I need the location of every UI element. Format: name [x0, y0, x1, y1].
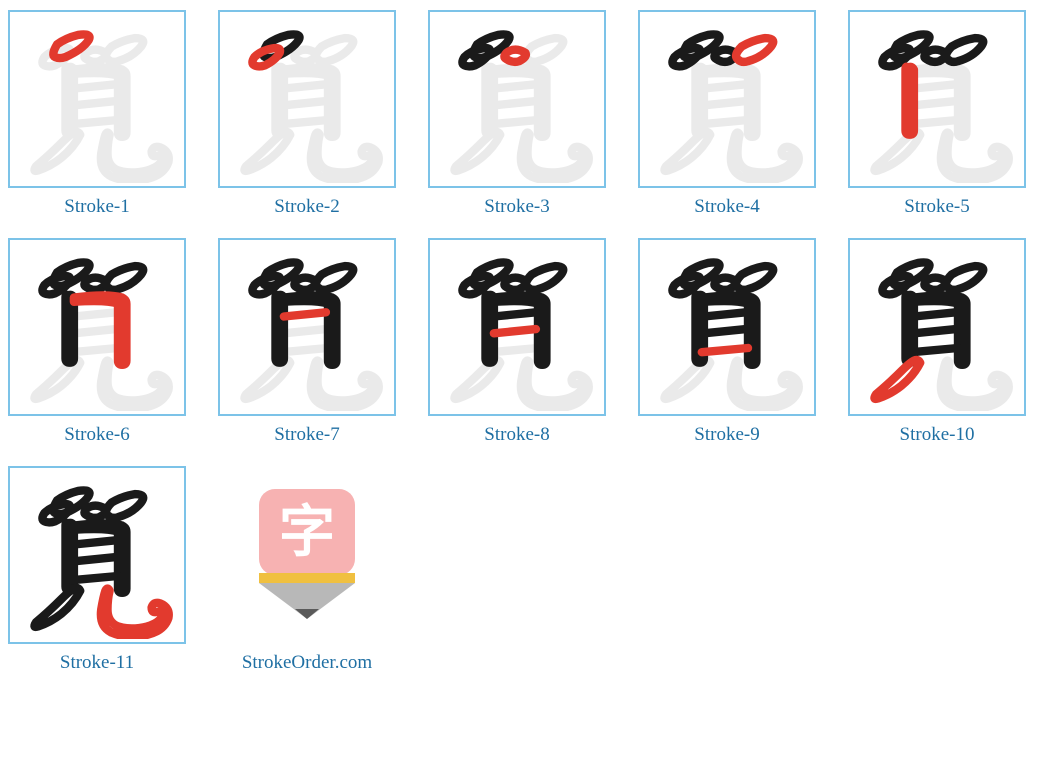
stroke-box: [8, 10, 186, 188]
stroke-cell: Stroke-6: [8, 238, 186, 446]
stroke-cell: Stroke-2: [218, 10, 396, 218]
stroke-box: [638, 10, 816, 188]
stroke-label: Stroke-5: [904, 196, 969, 218]
stroke-cell: Stroke-10: [848, 238, 1026, 446]
stroke-label: Stroke-7: [274, 424, 339, 446]
stroke-box: [8, 238, 186, 416]
stroke-cell: Stroke-5: [848, 10, 1026, 218]
logo-cell: 字 StrokeOrder.com: [218, 466, 396, 674]
stroke-label: Stroke-10: [900, 424, 975, 446]
stroke-box: [8, 466, 186, 644]
stroke-cell: Stroke-11: [8, 466, 186, 674]
stroke-cell: Stroke-7: [218, 238, 396, 446]
stroke-cell: Stroke-4: [638, 10, 816, 218]
svg-text:字: 字: [279, 502, 335, 564]
stroke-label: Stroke-8: [484, 424, 549, 446]
stroke-label: Stroke-9: [694, 424, 759, 446]
stroke-box: [428, 10, 606, 188]
stroke-order-grid: Stroke-1 Stroke-2 Stroke-3 Stroke-4 Stroke-5…: [8, 10, 1042, 674]
stroke-cell: Stroke-9: [638, 238, 816, 446]
stroke-box: [848, 238, 1026, 416]
stroke-cell: Stroke-8: [428, 238, 606, 446]
stroke-cell: Stroke-1: [8, 10, 186, 218]
stroke-label: Stroke-2: [274, 196, 339, 218]
stroke-label: Stroke-3: [484, 196, 549, 218]
stroke-label: Stroke-11: [60, 652, 134, 674]
stroke-box: [218, 10, 396, 188]
stroke-cell: Stroke-3: [428, 10, 606, 218]
stroke-box: [638, 238, 816, 416]
stroke-box: [848, 10, 1026, 188]
stroke-label: Stroke-6: [64, 424, 129, 446]
stroke-label: Stroke-4: [694, 196, 759, 218]
site-label: StrokeOrder.com: [242, 652, 372, 674]
logo-icon: 字: [218, 466, 396, 644]
stroke-box: [428, 238, 606, 416]
stroke-box: [218, 238, 396, 416]
stroke-label: Stroke-1: [64, 196, 129, 218]
